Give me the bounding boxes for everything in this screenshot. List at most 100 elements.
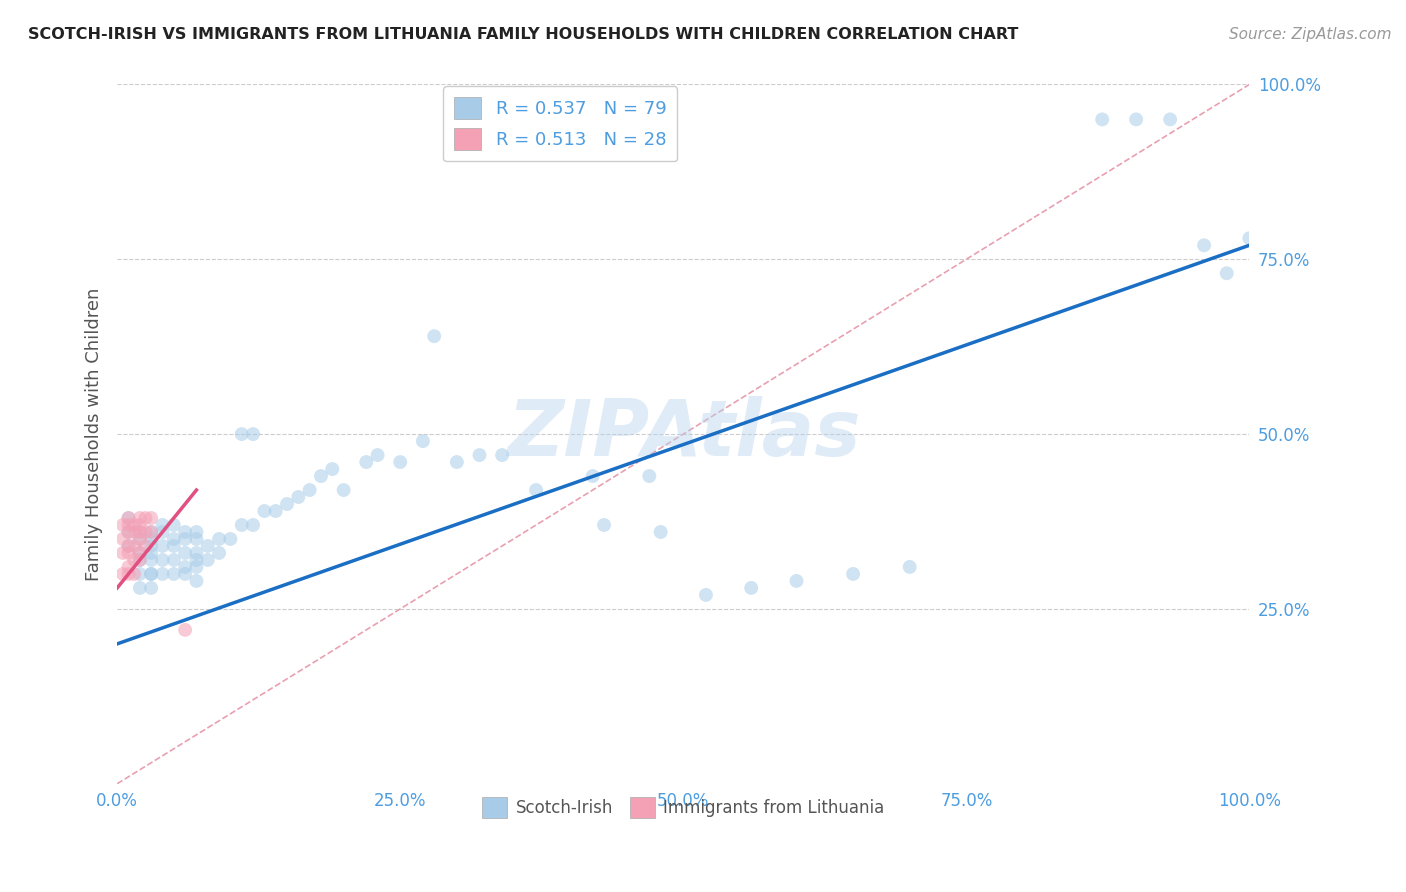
Point (593, 518, 616, 533)
Point (128, 553, 150, 567)
Point (446, 455, 468, 469)
Point (141, 566, 163, 581)
Point (186, 546, 208, 560)
Point (1215, 266, 1237, 280)
Point (356, 455, 378, 469)
Point (152, 553, 174, 567)
Point (276, 497, 298, 511)
Point (117, 539, 139, 553)
Point (163, 532, 186, 546)
Point (1125, 112, 1147, 127)
Point (117, 524, 139, 539)
Point (152, 566, 174, 581)
Point (117, 560, 139, 574)
Point (141, 524, 163, 539)
Text: Source: ZipAtlas.com: Source: ZipAtlas.com (1229, 27, 1392, 42)
Point (298, 483, 321, 497)
Point (117, 518, 139, 533)
Point (740, 581, 762, 595)
Point (186, 524, 208, 539)
Text: ZIPAtlas: ZIPAtlas (506, 396, 860, 472)
Point (152, 539, 174, 553)
Point (219, 532, 242, 546)
Y-axis label: Family Households with Children: Family Households with Children (86, 287, 103, 581)
Point (582, 469, 605, 483)
Point (163, 518, 186, 533)
Point (309, 469, 332, 483)
Point (1239, 231, 1261, 245)
Legend: Scotch-Irish, Immigrants from Lithuania: Scotch-Irish, Immigrants from Lithuania (475, 790, 891, 824)
Point (117, 524, 139, 539)
Point (695, 588, 717, 602)
Point (141, 553, 163, 567)
Point (122, 553, 145, 567)
Point (141, 532, 163, 546)
Point (186, 553, 208, 567)
Point (468, 448, 491, 462)
Point (389, 455, 412, 469)
Point (197, 553, 219, 567)
Point (842, 566, 865, 581)
Point (122, 539, 145, 553)
Point (134, 511, 156, 525)
Point (231, 427, 253, 442)
Point (128, 546, 150, 560)
Point (128, 511, 150, 525)
Point (186, 560, 208, 574)
Point (367, 448, 389, 462)
Point (141, 546, 163, 560)
Point (412, 434, 434, 448)
Point (111, 518, 134, 533)
Point (117, 511, 139, 525)
Point (638, 469, 661, 483)
Point (111, 566, 134, 581)
Point (208, 546, 231, 560)
Point (898, 560, 921, 574)
Point (242, 518, 264, 533)
Point (163, 553, 186, 567)
Point (242, 427, 264, 442)
Point (186, 532, 208, 546)
Point (1192, 238, 1215, 252)
Point (128, 553, 150, 567)
Point (231, 518, 253, 533)
Point (134, 539, 156, 553)
Point (208, 532, 231, 546)
Point (134, 524, 156, 539)
Point (152, 524, 174, 539)
Point (174, 623, 197, 637)
Point (128, 566, 150, 581)
Point (117, 511, 139, 525)
Point (152, 518, 174, 533)
Point (174, 524, 197, 539)
Point (128, 546, 150, 560)
Point (321, 462, 343, 476)
Point (128, 581, 150, 595)
Point (128, 524, 150, 539)
Point (174, 546, 197, 560)
Point (174, 560, 197, 574)
Point (163, 539, 186, 553)
Point (111, 532, 134, 546)
Point (128, 524, 150, 539)
Point (1159, 112, 1181, 127)
Point (197, 539, 219, 553)
Point (491, 448, 513, 462)
Text: SCOTCH-IRISH VS IMMIGRANTS FROM LITHUANIA FAMILY HOUSEHOLDS WITH CHILDREN CORREL: SCOTCH-IRISH VS IMMIGRANTS FROM LITHUANI… (28, 27, 1018, 42)
Point (141, 511, 163, 525)
Point (111, 546, 134, 560)
Point (174, 532, 197, 546)
Point (141, 581, 163, 595)
Point (141, 524, 163, 539)
Point (117, 546, 139, 560)
Point (423, 329, 446, 343)
Point (253, 504, 276, 518)
Point (785, 574, 807, 588)
Point (128, 532, 150, 546)
Point (122, 524, 145, 539)
Point (174, 566, 197, 581)
Point (122, 518, 145, 533)
Point (128, 532, 150, 546)
Point (524, 483, 547, 497)
Point (128, 518, 150, 533)
